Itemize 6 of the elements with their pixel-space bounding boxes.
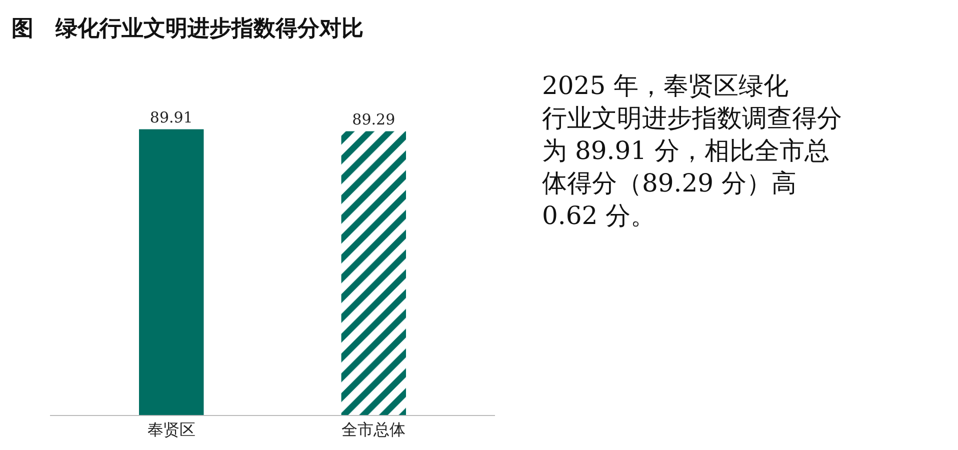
data-label: 89.29 — [352, 110, 396, 128]
x-tick-label: 奉贤区 — [147, 420, 196, 440]
chart-title: 图 绿化行业文明进步指数得分对比 — [11, 16, 364, 42]
text: 2025 年，奉贤区绿化行业文明进步指数调查得分为 89.91 分，相比全市总体得分（89.29 分）高 0.62 分。 — [542, 71, 842, 230]
x-tick-label: 全市总体 — [342, 420, 406, 440]
data-label: 89.91 — [150, 108, 193, 126]
